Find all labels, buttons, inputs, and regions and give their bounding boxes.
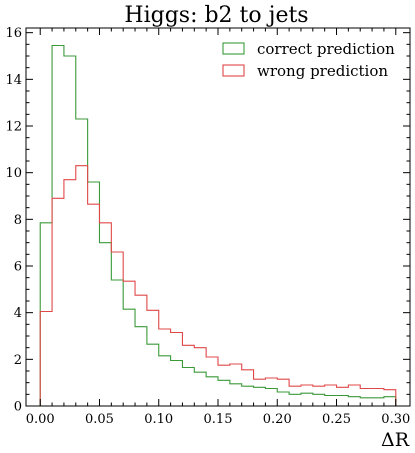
legend-label-0: correct prediction	[257, 40, 395, 58]
plot-area: 0.00 0.05 0.10 0.15 0.20 0.25 0.30 0 2 4 6 8 10 12 14 1…	[5, 26, 411, 427]
x-tick-label: 0.00	[26, 412, 55, 427]
x-axis-label: ΔR	[381, 429, 410, 451]
x-tick-label: 0.20	[263, 412, 292, 427]
x-tick-label: 0.15	[204, 412, 233, 427]
y-tick-label: 10	[5, 166, 22, 181]
x-tick-label: 0.10	[144, 412, 173, 427]
chart-title: Higgs: b2 to jets	[124, 3, 308, 28]
x-tick-label: 0.05	[85, 412, 114, 427]
y-tick-label: 14	[5, 73, 22, 88]
y-tick-label: 16	[5, 26, 22, 41]
y-tick-label: 6	[14, 260, 22, 275]
x-tick-label: 0.25	[322, 412, 351, 427]
x-tick-label: 0.30	[381, 412, 410, 427]
series-0-histogram-step	[39, 44, 397, 406]
y-tick-label: 2	[14, 353, 22, 368]
y-tick-label: 0	[14, 400, 22, 415]
y-tick-label: 12	[5, 120, 22, 135]
legend-swatch-0	[222, 42, 245, 55]
y-tick-label: 4	[14, 306, 22, 321]
series-1-histogram-step	[39, 165, 397, 406]
legend: correct prediction wrong prediction	[222, 40, 395, 80]
y-tick-label: 8	[14, 213, 22, 228]
legend-label-1: wrong prediction	[257, 62, 388, 80]
legend-swatch-1	[222, 64, 245, 77]
plot-frame	[25, 27, 411, 407]
